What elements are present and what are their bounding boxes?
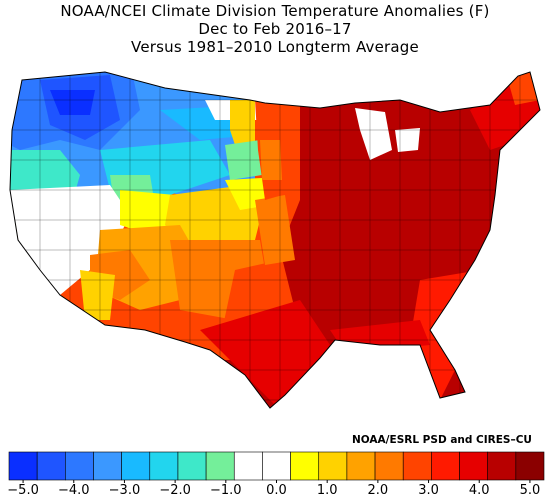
colorbar-swatch bbox=[402, 451, 432, 481]
colorbar-tick-label: 1.0 bbox=[317, 483, 338, 497]
colorbar-tick-label: 4.0 bbox=[469, 483, 490, 497]
colorbar-swatch bbox=[65, 451, 94, 481]
colorbar-swatch bbox=[515, 451, 545, 481]
colorbar-swatch bbox=[487, 451, 517, 481]
colorbar-swatch bbox=[93, 451, 122, 481]
colorbar-swatch bbox=[177, 451, 207, 481]
credit-text: NOAA/ESRL PSD and CIRES–CU bbox=[352, 434, 532, 446]
colorbar-swatch bbox=[459, 451, 488, 481]
colorbar-swatch bbox=[262, 451, 291, 481]
map-period: Dec to Feb 2016–17 bbox=[198, 20, 352, 38]
colorbar-tick-label: −4.0 bbox=[58, 483, 90, 497]
colorbar-tick-label: 5.0 bbox=[520, 483, 541, 497]
temperature-anomaly-map bbox=[9, 71, 541, 409]
colorbar-swatch bbox=[8, 451, 38, 481]
colorbar-tick-label: −3.0 bbox=[109, 483, 141, 497]
colorbar-tick-label: −2.0 bbox=[159, 483, 191, 497]
colorbar-swatch bbox=[36, 451, 66, 481]
colorbar-swatch bbox=[290, 451, 320, 481]
colorbar-swatch bbox=[205, 451, 235, 481]
colorbar-tick-label: 3.0 bbox=[418, 483, 439, 497]
colorbar-swatch bbox=[431, 451, 460, 481]
map-title: NOAA/NCEI Climate Division Temperature A… bbox=[60, 2, 490, 20]
colorbar-swatch bbox=[346, 451, 376, 481]
map-baseline: Versus 1981–2010 Longterm Average bbox=[131, 38, 419, 56]
colorbar-tick-label: 2.0 bbox=[368, 483, 389, 497]
us-outline bbox=[9, 71, 541, 409]
colorbar-swatch bbox=[318, 451, 348, 481]
colorbar-swatch bbox=[374, 451, 404, 481]
colorbar: −5.0 −4.0 −3.0 −2.0 −1.0 0.0 1.0 2.0 3.0 4.0 5.0 bbox=[7, 451, 545, 497]
colorbar-swatch bbox=[121, 451, 151, 481]
colorbar-tick-label: 0.0 bbox=[266, 483, 287, 497]
colorbar-tick-label: −1.0 bbox=[210, 483, 242, 497]
colorbar-swatch bbox=[233, 451, 263, 481]
colorbar-tick-label: −5.0 bbox=[7, 483, 39, 497]
colorbar-swatch bbox=[149, 451, 179, 481]
